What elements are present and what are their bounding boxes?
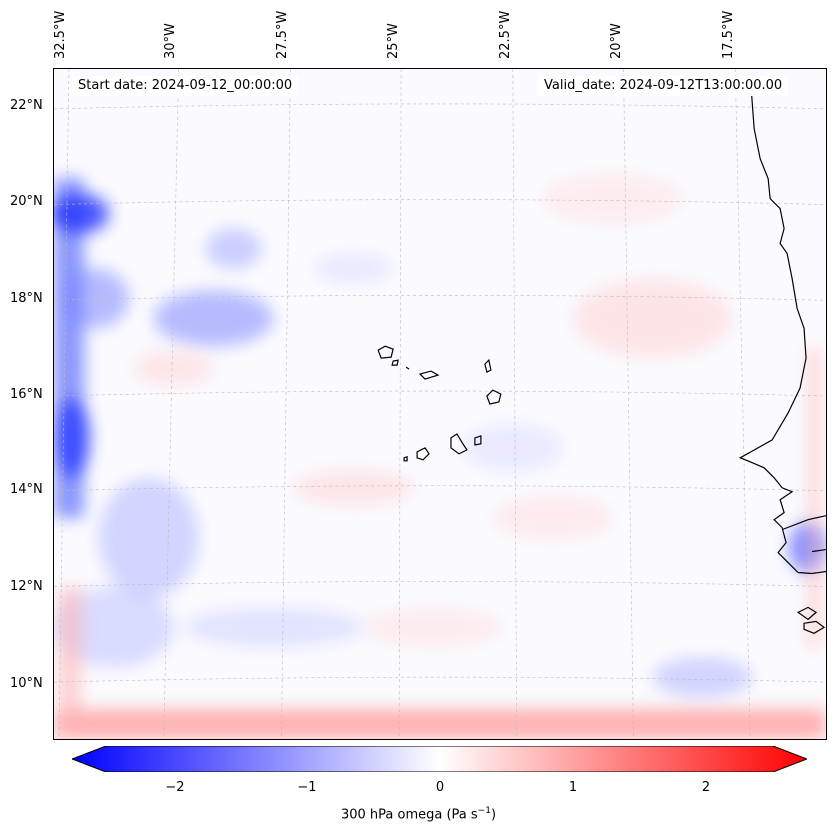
start-date-label: Start date: 2024-09-12_00:00:00: [72, 76, 299, 96]
colorbar-tick: 2: [701, 780, 711, 795]
colorbar-label: 300 hPa omega (Pa s−1): [340, 806, 497, 823]
lat-label-20n: 20°N: [10, 194, 43, 209]
colorbar-tick: 0: [435, 780, 445, 795]
lon-label-20w: 20°W: [609, 23, 624, 59]
omega-field: [54, 69, 826, 739]
lat-label-18n: 18°N: [10, 291, 43, 306]
lat-label-10n: 10°N: [10, 676, 43, 691]
lon-label-30w: 30°W: [163, 23, 178, 59]
graticule: [54, 69, 826, 739]
colorbar: [72, 746, 807, 772]
lon-label-27-5w: 27.5°W: [275, 10, 290, 59]
lon-label-25w: 25°W: [386, 23, 401, 59]
lon-label-32-5w: 32.5°W: [53, 10, 68, 59]
valid-date-label: Valid_date: 2024-09-12T13:00:00.00: [538, 76, 789, 96]
lat-label-14n: 14°N: [10, 482, 43, 497]
negative-omega-areas: [54, 178, 826, 698]
lat-label-12n: 12°N: [10, 579, 43, 594]
coastline: [738, 88, 826, 634]
map-panel: [53, 68, 827, 740]
lat-label-16n: 16°N: [10, 387, 43, 402]
lon-label-17-5w: 17.5°W: [721, 10, 736, 59]
colorbar-tick: −1: [297, 780, 317, 795]
colorbar-tick: 1: [568, 780, 578, 795]
lat-label-22n: 22°N: [10, 98, 43, 113]
colorbar-tick: −2: [165, 780, 185, 795]
lon-label-22-5w: 22.5°W: [498, 10, 513, 59]
cape-verde-islands: [377, 345, 502, 462]
